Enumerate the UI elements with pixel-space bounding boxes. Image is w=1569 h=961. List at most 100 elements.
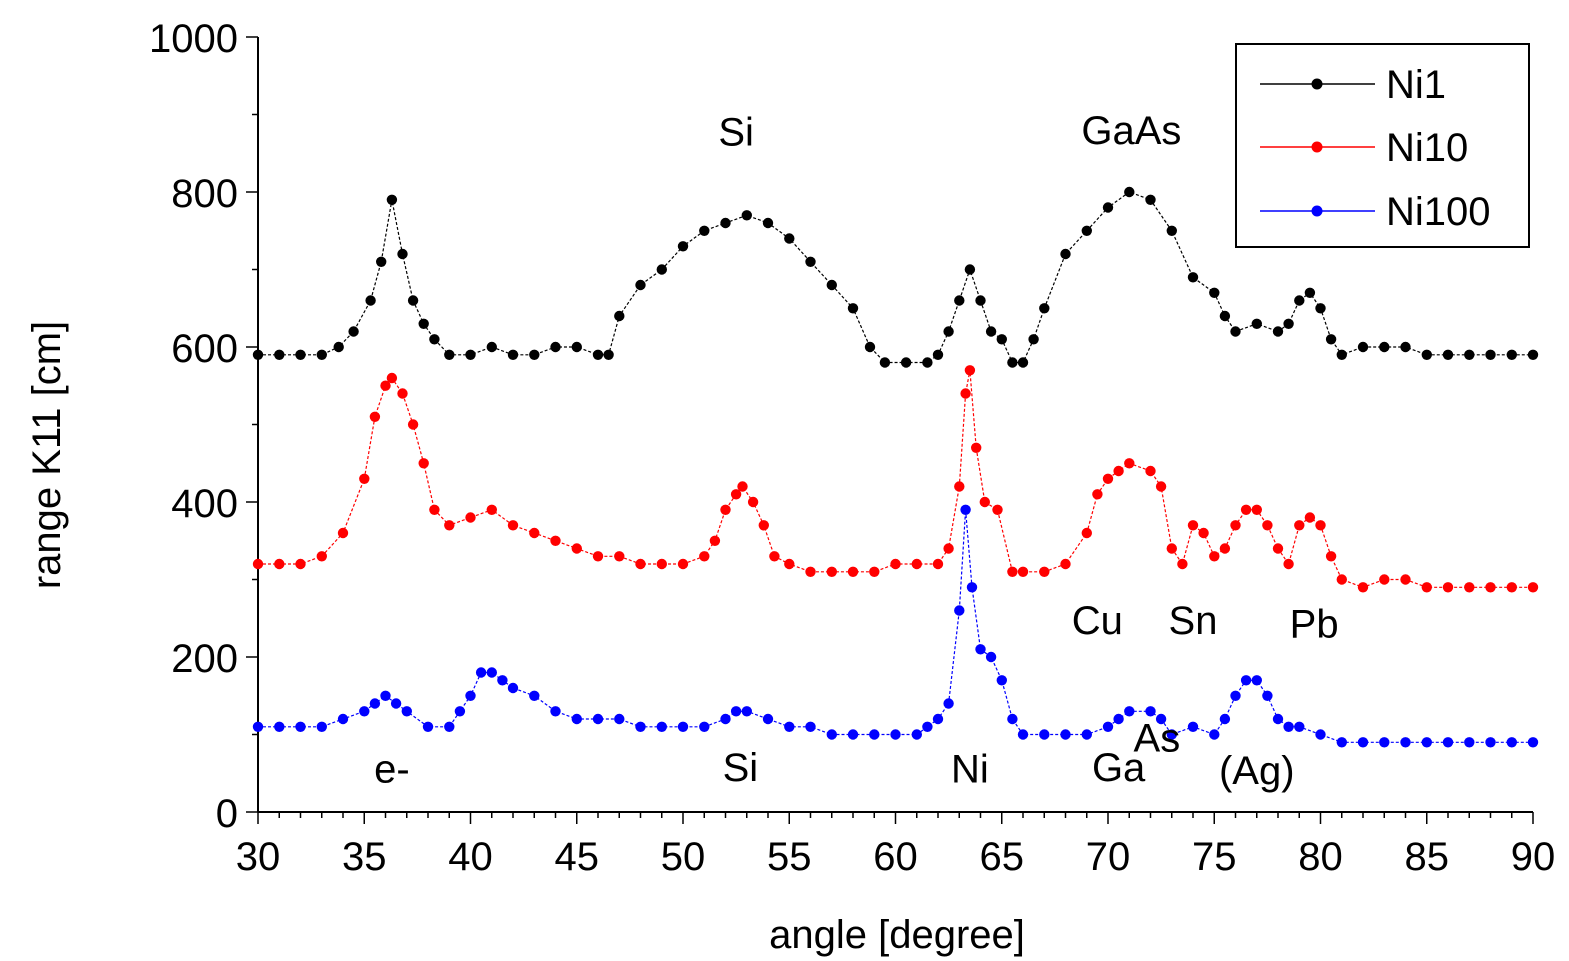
data-point-ni100 <box>1315 729 1326 740</box>
data-point-ni10 <box>1039 566 1050 577</box>
data-point-ni100 <box>826 729 837 740</box>
data-point-ni100 <box>1336 737 1348 748</box>
data-point-ni1 <box>1017 357 1029 368</box>
data-point-ni1 <box>922 357 933 368</box>
data-point-ni100 <box>444 721 455 732</box>
data-point-ni1 <box>1007 357 1018 368</box>
data-point-ni100 <box>380 690 391 701</box>
data-point-ni1 <box>1294 295 1305 306</box>
data-point-ni10 <box>1187 520 1199 531</box>
data-point-ni10 <box>252 558 264 570</box>
data-point-ni100 <box>1262 690 1273 701</box>
data-point-ni10 <box>1325 551 1337 562</box>
data-point-ni100 <box>252 721 264 732</box>
data-point-ni10 <box>1017 566 1029 577</box>
data-point-ni10 <box>369 411 381 422</box>
annotation-label: Si <box>718 111 754 155</box>
annotation-label: As <box>1134 717 1181 761</box>
data-point-ni100 <box>497 675 508 686</box>
legend-entry-ni1: Ni1 <box>1260 63 1446 107</box>
x-tick-label: 75 <box>1192 835 1237 879</box>
data-point-ni100 <box>1464 737 1475 748</box>
data-point-ni100 <box>550 706 561 717</box>
data-point-ni10 <box>486 504 497 515</box>
data-point-ni1 <box>1464 349 1475 360</box>
annotation-label: (Ag) <box>1219 749 1295 793</box>
data-point-ni10 <box>709 535 721 546</box>
data-point-ni1 <box>603 349 614 360</box>
data-point-ni1 <box>444 349 455 360</box>
data-point-ni100 <box>475 667 487 678</box>
data-point-ni100 <box>699 721 710 732</box>
data-point-ni100 <box>1102 721 1114 732</box>
x-tick-label: 45 <box>555 835 600 879</box>
data-point-ni100 <box>422 721 434 732</box>
data-point-ni1 <box>507 349 519 360</box>
data-point-ni100 <box>454 706 466 717</box>
data-point-ni100 <box>359 706 370 717</box>
data-point-ni10 <box>954 481 965 492</box>
series-line-ni100 <box>258 509 1533 743</box>
legend-entry-ni100: Ni100 <box>1260 190 1491 234</box>
x-tick-label: 85 <box>1405 835 1450 879</box>
data-point-ni100 <box>1039 729 1050 740</box>
data-point-ni10 <box>1527 582 1539 593</box>
data-point-ni10 <box>1166 543 1178 554</box>
data-point-ni1 <box>975 295 986 306</box>
annotation-label: e- <box>374 748 410 792</box>
data-point-ni10 <box>1400 574 1411 585</box>
data-point-ni10 <box>1145 465 1156 477</box>
legend: Ni1 Ni10 Ni100 <box>1235 43 1530 248</box>
data-point-ni100 <box>1017 729 1029 740</box>
data-point-ni10 <box>747 496 759 508</box>
data-point-ni10 <box>507 520 519 531</box>
data-point-ni100 <box>1357 737 1369 748</box>
annotation-label: GaAs <box>1081 109 1181 153</box>
data-point-ni100 <box>975 644 986 655</box>
data-point-ni100 <box>1145 706 1156 717</box>
data-point-ni1 <box>1124 186 1135 198</box>
data-point-ni10 <box>1294 520 1305 531</box>
data-point-ni100 <box>985 651 997 663</box>
data-point-ni10 <box>805 566 816 577</box>
data-point-ni100 <box>274 721 285 732</box>
data-point-ni10 <box>614 551 625 562</box>
data-point-ni1 <box>1209 287 1220 298</box>
data-point-ni10 <box>1155 481 1167 492</box>
data-point-ni100 <box>1294 721 1305 732</box>
data-point-ni10 <box>971 442 982 453</box>
data-point-ni100 <box>996 675 1007 686</box>
legend-label-ni1: Ni1 <box>1386 63 1446 107</box>
data-point-ni100 <box>369 698 381 709</box>
data-point-ni10 <box>1336 574 1348 585</box>
data-point-ni100 <box>762 713 774 725</box>
data-point-ni1 <box>397 248 408 260</box>
data-point-ni100 <box>1155 713 1167 725</box>
data-point-ni1 <box>316 349 327 360</box>
legend-box <box>1235 43 1530 248</box>
data-point-ni10 <box>979 496 990 508</box>
y-tick-label: 1000 <box>149 17 238 61</box>
data-point-ni10 <box>1113 465 1124 477</box>
x-axis-title: angle [degree] <box>769 913 1025 957</box>
data-point-ni10 <box>1230 520 1241 531</box>
data-point-ni10 <box>337 527 349 539</box>
data-point-ni10 <box>429 504 440 515</box>
data-point-ni100 <box>1442 737 1454 748</box>
annotation-label: Ga <box>1092 746 1146 790</box>
data-point-ni1 <box>1219 310 1231 322</box>
data-point-ni10 <box>386 372 398 384</box>
data-point-ni1 <box>954 295 965 306</box>
data-point-ni10 <box>1464 582 1475 593</box>
x-tick-label: 60 <box>873 835 918 879</box>
data-point-ni1 <box>376 256 387 267</box>
series-ni100 <box>252 504 1539 748</box>
data-point-ni1 <box>847 303 859 314</box>
data-point-ni1 <box>365 295 376 306</box>
data-point-ni10 <box>1506 582 1518 593</box>
data-point-ni1 <box>1400 341 1411 353</box>
data-point-ni10 <box>720 504 731 515</box>
data-point-ni10 <box>992 504 1003 515</box>
data-point-ni1 <box>943 326 954 337</box>
data-point-ni10 <box>1240 504 1252 515</box>
